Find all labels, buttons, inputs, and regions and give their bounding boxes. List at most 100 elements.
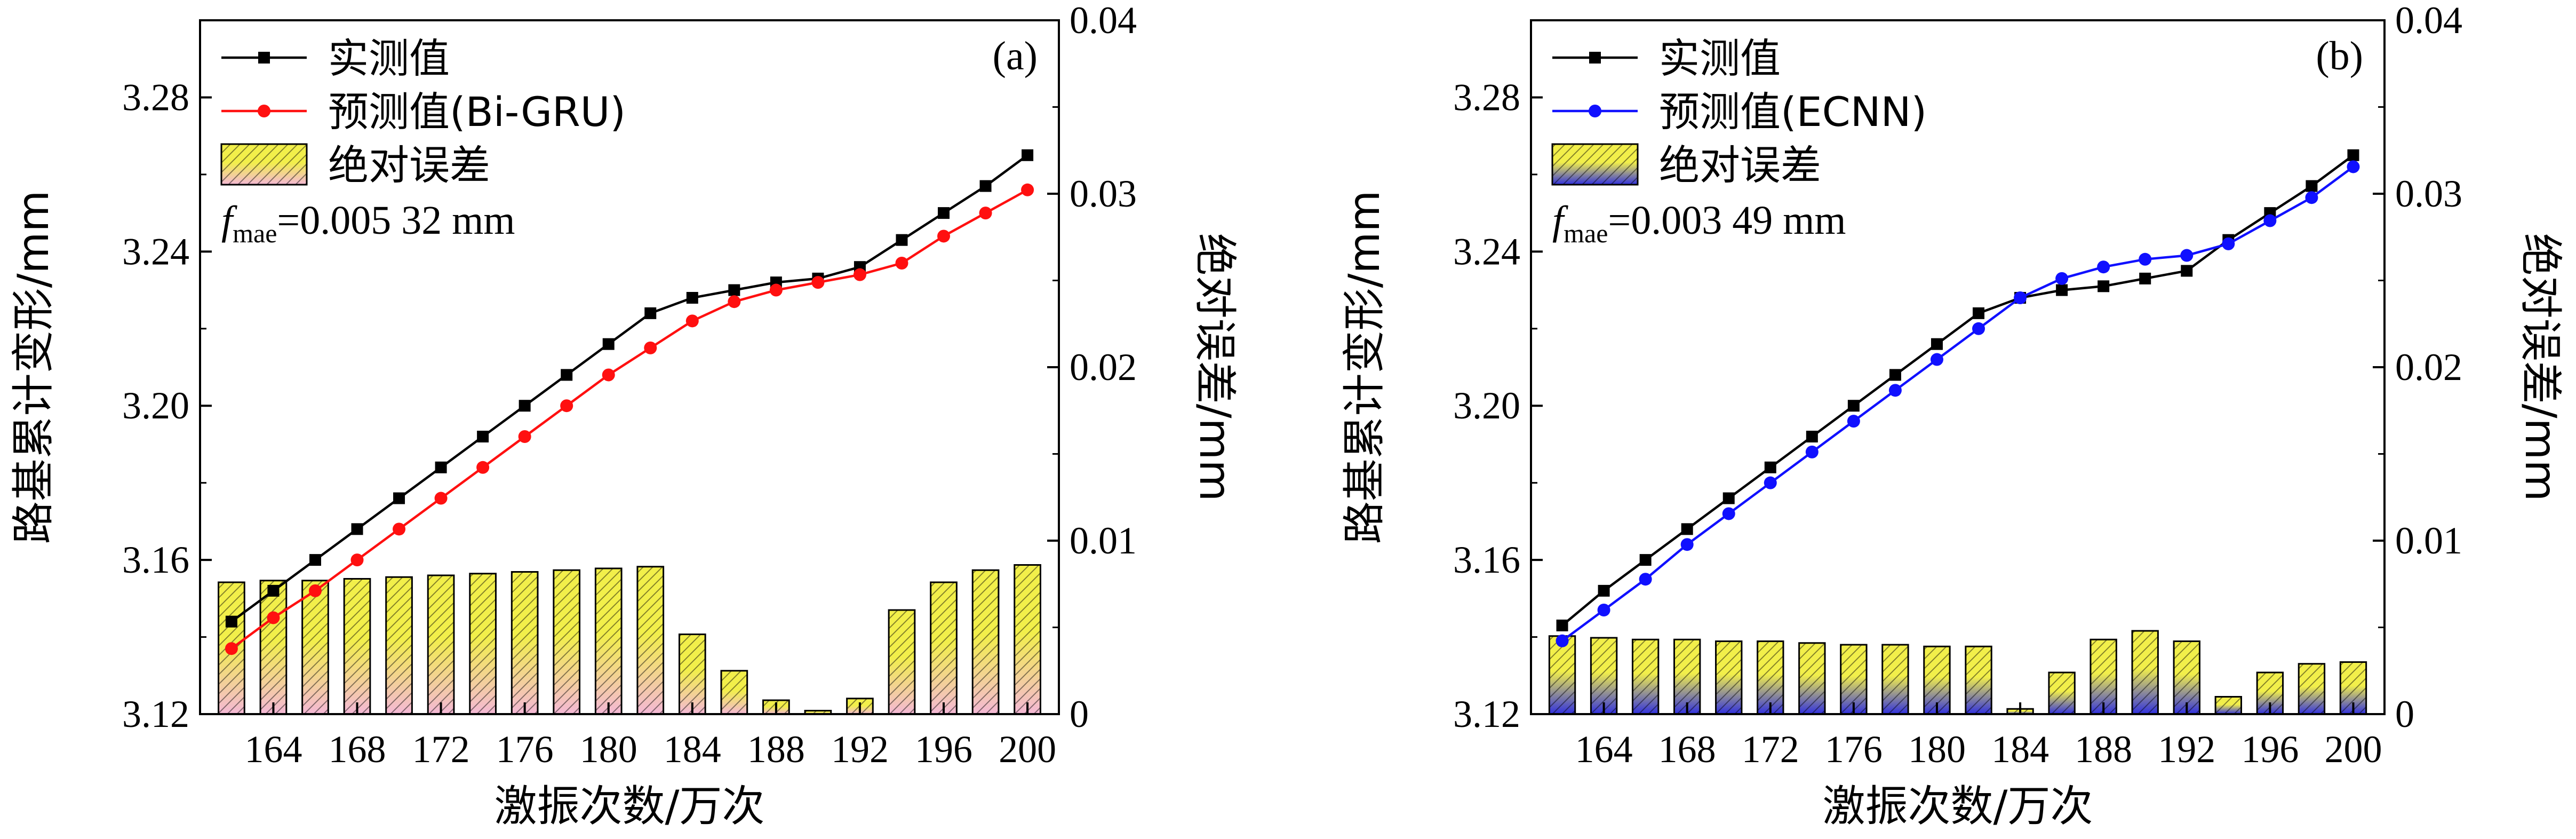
measured-point [938, 207, 950, 219]
measured-point [2306, 180, 2318, 192]
y-tick-label-right: 0.02 [2395, 346, 2462, 389]
measured-point [1806, 431, 1818, 442]
y-axis-label-right: 绝对误差/mm [1190, 233, 1240, 502]
error-bar-hatch [930, 582, 957, 714]
y-tick-label-left: 3.12 [1453, 693, 1520, 735]
measured-point [225, 615, 237, 628]
error-bar-hatch [428, 575, 454, 714]
x-tick-label: 180 [580, 728, 637, 771]
x-tick-label: 176 [496, 728, 554, 771]
measured-point [686, 292, 698, 304]
error-bar-hatch [1716, 641, 1742, 714]
error-bar-hatch [2174, 641, 2200, 714]
chart-panel-a: 3.12 3.16 3.20 3.24 3.28 0 0.01 0.02 0.03 0.04 164… [9, 0, 1240, 831]
mae-annotation: fmae=0.003 49 mm [1552, 198, 1846, 248]
predicted-point [1556, 634, 1569, 647]
x-tick-label: 172 [412, 728, 470, 771]
error-bar-hatch [2048, 672, 2075, 714]
measured-point [728, 284, 740, 296]
error-bar-hatch [469, 573, 496, 714]
measured-point [561, 369, 573, 381]
predicted-point [1680, 538, 1694, 551]
error-bar-hatch [1014, 565, 1041, 714]
legend-label: 预测值(Bi-GRU) [328, 88, 626, 136]
predicted-point [2180, 249, 2194, 262]
x-tick-label: 200 [2324, 728, 2382, 771]
error-bar-hatch [1674, 639, 1700, 714]
measured-point [435, 461, 447, 473]
error-bar-hatch [1757, 641, 1783, 714]
legend-bar-hatch [221, 144, 307, 185]
y-tick-label-left: 3.28 [122, 76, 189, 118]
measured-point [519, 400, 531, 412]
y-tick-label-left: 3.20 [122, 384, 189, 427]
predicted-point [685, 314, 699, 328]
legend-marker [1589, 105, 1601, 117]
error-bar-hatch [302, 580, 329, 714]
x-tick-label: 192 [831, 728, 889, 771]
legend-marker [258, 52, 270, 64]
predicted-point [2347, 160, 2360, 173]
panel-label: (a) [993, 34, 1038, 78]
measured-line [230, 154, 1028, 623]
measured-point [644, 307, 657, 319]
x-tick-label: 192 [2158, 728, 2215, 771]
predicted-point [1597, 604, 1610, 616]
x-tick-label: 168 [1658, 728, 1716, 771]
legend-marker [1589, 52, 1601, 64]
predicted-point [895, 257, 908, 270]
predicted-point [2055, 272, 2069, 285]
x-tick-label: 188 [2075, 728, 2132, 771]
predicted-point [434, 492, 448, 505]
legend-label: 实测值 [328, 35, 450, 82]
measured-point [477, 431, 489, 442]
y-tick-label-right: 0.04 [2395, 0, 2462, 42]
x-tick-label: 196 [915, 728, 972, 771]
y-tick-label-right: 0.03 [2395, 172, 2462, 215]
x-tick-label: 168 [329, 728, 386, 771]
measured-point [979, 180, 992, 192]
predicted-point [2263, 214, 2277, 227]
predicted-point [308, 584, 322, 597]
predicted-point [769, 283, 783, 297]
chart-panel-b: 3.12 3.16 3.20 3.24 3.28 0 0.01 0.02 0.03 0.04 164… [1339, 0, 2565, 831]
error-bar-hatch [553, 570, 580, 714]
predicted-point [602, 368, 615, 382]
predicted-point [476, 461, 490, 474]
predicted-point [2014, 291, 2027, 304]
measured-point [2056, 284, 2068, 296]
error-bar-hatch [721, 670, 747, 714]
mae-annotation: fmae=0.005 32 mm [221, 198, 515, 248]
x-tick-label: 180 [1908, 728, 1966, 771]
y-tick-label-left: 3.24 [122, 230, 189, 273]
legend-label: 绝对误差 [328, 141, 490, 189]
measured-point [2181, 265, 2193, 277]
error-bar-hatch [2132, 631, 2158, 714]
error-bar-hatch [2215, 696, 2242, 714]
predicted-point [853, 268, 866, 281]
predicted-point [937, 229, 951, 243]
predicted-point [267, 611, 280, 624]
predicted-point [2222, 237, 2235, 250]
predicted-line [230, 188, 1028, 650]
x-axis-label: 激振次数/万次 [1823, 781, 2093, 831]
predicted-point [518, 430, 531, 443]
predicted-point [1764, 476, 1777, 489]
measured-point [1889, 369, 1901, 381]
x-tick-label: 184 [1991, 728, 2049, 771]
measured-point [2347, 149, 2359, 161]
y-tick-label-right: 0.03 [1070, 172, 1137, 215]
y-tick-label-left: 3.24 [1453, 230, 1520, 273]
x-tick-label: 196 [2241, 728, 2299, 771]
error-bar-hatch [595, 568, 622, 714]
measured-point [2139, 272, 2151, 284]
measured-point [896, 234, 908, 246]
x-tick-label: 172 [1742, 728, 1799, 771]
predicted-point [350, 553, 364, 567]
measured-point [393, 492, 405, 504]
measured-point [1639, 554, 1652, 566]
error-bar-hatch [1632, 639, 1658, 714]
measured-point [1847, 400, 1860, 412]
